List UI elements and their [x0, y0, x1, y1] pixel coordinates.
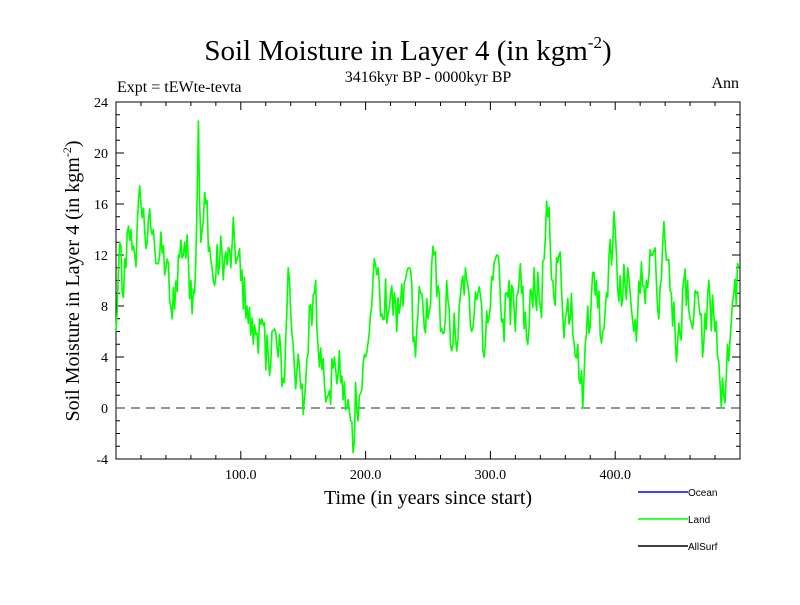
series-line-land: [115, 120, 740, 454]
experiment-label: Expt = tEWte-tevta: [117, 79, 242, 96]
x-tick-label: 300.0: [475, 468, 507, 483]
x-tick-label: 200.0: [350, 468, 382, 483]
y-tick-label: 12: [94, 249, 108, 264]
legend-label-ocean: Ocean: [688, 488, 717, 499]
x-axis-ticks: 100.0 200.0 300.0 400.0: [115, 102, 741, 483]
y-tick-label: 16: [94, 198, 108, 213]
chart-title: Soil Moisture in Layer 4 (in kgm-2): [204, 33, 611, 67]
y-tick-label: 20: [94, 147, 108, 162]
y-tick-label: 0: [101, 402, 108, 417]
season-label: Ann: [711, 75, 739, 92]
x-tick-label: 400.0: [599, 468, 631, 483]
x-axis-label: Time (in years since start): [324, 487, 532, 509]
chart-subtitle: 3416kyr BP - 0000kyr BP: [345, 69, 512, 86]
y-axis-ticks: -4 0 4 8 12 16 20 24: [94, 96, 740, 468]
legend-label-land: Land: [688, 515, 710, 526]
y-tick-label: 24: [94, 96, 108, 111]
y-tick-label: -4: [96, 453, 108, 468]
y-axis-label: Soil Moisture in Layer 4 (in kgm-2): [60, 140, 84, 421]
x-tick-label: 100.0: [225, 468, 257, 483]
legend: Ocean Land AllSurf: [638, 488, 718, 553]
y-tick-label: 8: [101, 300, 108, 315]
legend-label-allsurf: AllSurf: [688, 542, 718, 553]
y-tick-label: 4: [101, 351, 108, 366]
